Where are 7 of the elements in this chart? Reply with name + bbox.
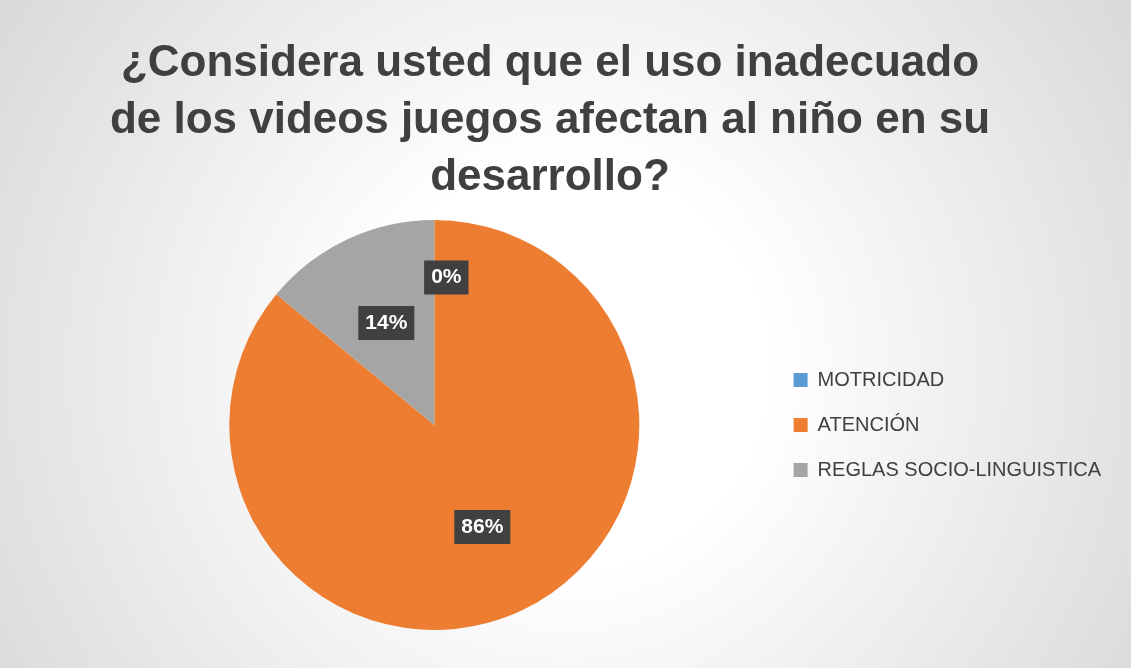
legend-label: REGLAS SOCIO-LINGUISTICA xyxy=(817,457,1102,480)
chart-title: ¿Considera usted que el uso inadecuado de los videos juegos afectan al niño en su desarrollo? xyxy=(108,35,992,201)
data-label: 86% xyxy=(461,513,504,537)
data-label: 14% xyxy=(365,309,408,333)
legend-label: ATENCIÓN xyxy=(817,412,920,435)
legend-label: MOTRICIDAD xyxy=(817,367,945,390)
text: 0% xyxy=(431,264,462,288)
